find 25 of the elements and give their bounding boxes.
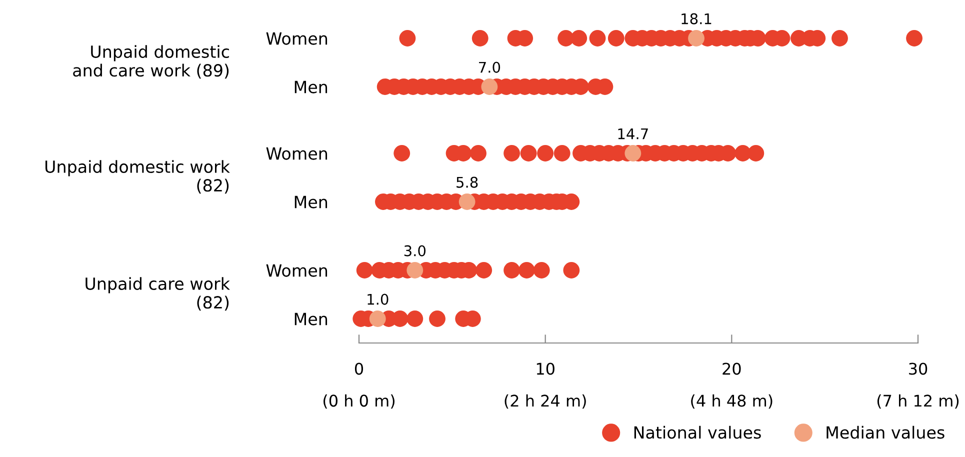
y-tick-label: Women xyxy=(266,32,328,45)
y-tick-label: Men xyxy=(294,196,328,208)
x-tick-label: 20 xyxy=(722,362,741,375)
text: (2 h 24 m) xyxy=(504,394,586,409)
y-tick-label: Women xyxy=(266,264,328,277)
y-tick-label: Men xyxy=(294,312,328,326)
data-label: 14.7 xyxy=(618,128,648,140)
data-label: 3.0 xyxy=(404,245,426,256)
text: (0 h 0 m) xyxy=(324,394,394,409)
legend-label: National values xyxy=(634,426,761,439)
data-label: 7.0 xyxy=(479,62,500,73)
data-label: 5.8 xyxy=(456,176,478,188)
y-tick-label: Women xyxy=(266,147,328,160)
legend-label: Median values xyxy=(826,426,944,439)
text: (4 h 48 m) xyxy=(691,394,772,409)
x-tick-label: 30 xyxy=(909,362,928,375)
text: (7 h 12 m) xyxy=(877,394,959,409)
x-tick-label: 0 xyxy=(354,362,364,375)
y-axis-title: Unpaid care work (82) xyxy=(86,277,230,311)
y-axis-title: Unpaid domestic and care work (89) xyxy=(73,45,229,79)
y-axis-title: Unpaid domestic work (82) xyxy=(45,160,230,194)
y-tick-label: Men xyxy=(294,80,328,94)
data-label: 1.0 xyxy=(368,294,388,305)
x-tick-label: 10 xyxy=(536,362,554,375)
data-label: 18.1 xyxy=(682,13,712,24)
